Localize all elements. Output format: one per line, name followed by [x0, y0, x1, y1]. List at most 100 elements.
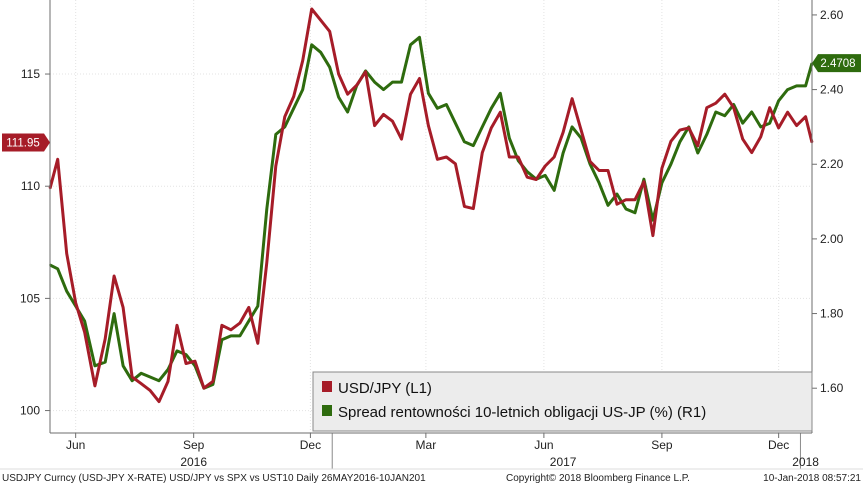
- data-point-spread: [418, 36, 421, 39]
- data-point-usdjpy: [777, 127, 780, 129]
- data-point-usdjpy: [319, 19, 322, 22]
- right-y-axis: 1.60 1.80 2.00 2.20 2.40 2.60: [812, 8, 844, 395]
- data-point-spread: [616, 193, 618, 196]
- data-point-usdjpy: [230, 328, 232, 331]
- footer-timestamp: 10-Jan-2018 08:57:21: [763, 473, 861, 484]
- x-tick-label: Dec: [300, 438, 321, 452]
- left-tick-label: 115: [21, 67, 40, 81]
- data-point-usdjpy: [571, 97, 573, 100]
- series-lines: [48, 7, 814, 404]
- data-point-spread: [310, 43, 313, 46]
- data-point-usdjpy: [670, 140, 672, 143]
- left-tick-label: 110: [21, 179, 40, 193]
- x-tick-label: Jun: [534, 438, 553, 452]
- data-point-spread: [679, 140, 681, 143]
- data-point-usdjpy: [176, 324, 178, 327]
- data-point-spread: [750, 111, 753, 113]
- data-point-spread: [544, 174, 547, 177]
- data-point-spread: [786, 88, 789, 91]
- left-y-axis: 100 105 110 115: [20, 67, 50, 418]
- data-point-usdjpy: [274, 165, 277, 167]
- data-point-usdjpy: [580, 129, 582, 132]
- data-point-spread: [382, 88, 385, 91]
- data-point-usdjpy: [454, 162, 457, 165]
- data-point-usdjpy: [337, 73, 340, 75]
- data-point-usdjpy: [265, 261, 268, 264]
- data-point-usdjpy: [562, 131, 564, 134]
- data-point-usdjpy: [445, 156, 448, 158]
- data-point-spread: [795, 85, 798, 87]
- left-tick-label: 100: [20, 404, 40, 418]
- data-point-spread: [409, 43, 412, 46]
- last-value-tag-left: [2, 133, 50, 152]
- data-point-spread: [490, 107, 493, 110]
- x-tick-label: Sep: [651, 438, 673, 452]
- data-point-spread: [652, 219, 654, 222]
- data-point-spread: [741, 122, 744, 125]
- data-point-usdjpy: [589, 160, 591, 163]
- data-point-spread: [634, 211, 636, 214]
- data-point-usdjpy: [643, 180, 645, 183]
- data-point-spread: [463, 140, 466, 143]
- data-point-spread: [239, 335, 241, 337]
- data-point-usdjpy: [732, 106, 735, 109]
- data-point-usdjpy: [355, 84, 358, 87]
- data-point-spread: [607, 204, 609, 207]
- data-point-usdjpy: [535, 178, 538, 181]
- data-point-usdjpy: [481, 151, 484, 154]
- data-point-spread: [562, 152, 564, 154]
- last-value-tag-right: [812, 54, 861, 73]
- data-point-spread: [149, 376, 152, 378]
- data-point-spread: [714, 111, 717, 113]
- data-point-spread: [643, 178, 645, 181]
- data-point-spread: [472, 144, 475, 147]
- data-point-usdjpy: [679, 129, 681, 132]
- data-point-spread: [265, 208, 268, 210]
- data-point-spread: [319, 51, 322, 54]
- data-point-spread: [346, 111, 349, 113]
- x-year-label: 2016: [180, 455, 207, 469]
- data-point-spread: [777, 99, 780, 102]
- grid-lines: [50, 0, 812, 433]
- data-point-spread: [94, 364, 96, 367]
- plot-border: [49, 0, 813, 434]
- right-tick-label: 1.80: [820, 307, 844, 321]
- data-point-usdjpy: [427, 124, 430, 127]
- data-point-usdjpy: [301, 59, 304, 62]
- data-point-usdjpy: [382, 113, 385, 116]
- data-point-usdjpy: [364, 70, 367, 73]
- data-point-usdjpy: [94, 385, 96, 387]
- data-point-spread: [292, 107, 295, 110]
- data-point-usdjpy: [804, 115, 807, 118]
- data-point-spread: [274, 133, 277, 136]
- data-point-spread: [400, 81, 403, 83]
- data-point-spread: [212, 383, 214, 386]
- data-point-usdjpy: [122, 306, 124, 309]
- x-axis: Jun Sep Dec Mar Jun Sep Dec 2016 2017 2018: [66, 433, 819, 469]
- data-point-usdjpy: [544, 165, 547, 167]
- data-point-usdjpy: [508, 156, 511, 158]
- data-point-usdjpy: [256, 342, 259, 345]
- data-point-spread: [436, 107, 439, 110]
- data-point-spread: [705, 133, 708, 136]
- data-point-spread: [670, 163, 672, 166]
- x-year-label: 2018: [792, 455, 819, 469]
- data-point-usdjpy: [391, 120, 394, 123]
- data-point-usdjpy: [194, 360, 196, 363]
- data-point-usdjpy: [83, 331, 86, 333]
- footer: USDJPY Curncy (USD-JPY X-RATE) USD/JPY v…: [0, 468, 863, 484]
- data-point-usdjpy: [768, 106, 771, 109]
- data-point-spread: [759, 126, 762, 128]
- data-point-usdjpy: [283, 115, 286, 118]
- data-point-usdjpy: [436, 158, 439, 161]
- right-tick-label: 2.00: [820, 232, 844, 246]
- last-value-labels: 111.95 2.4708: [2, 54, 861, 152]
- data-point-usdjpy: [328, 30, 331, 33]
- data-point-usdjpy: [607, 169, 609, 172]
- x-tick-label: Mar: [416, 438, 437, 452]
- data-point-usdjpy: [634, 198, 636, 201]
- data-point-usdjpy: [625, 198, 627, 201]
- data-point-spread: [122, 364, 124, 367]
- data-point-spread: [373, 81, 376, 83]
